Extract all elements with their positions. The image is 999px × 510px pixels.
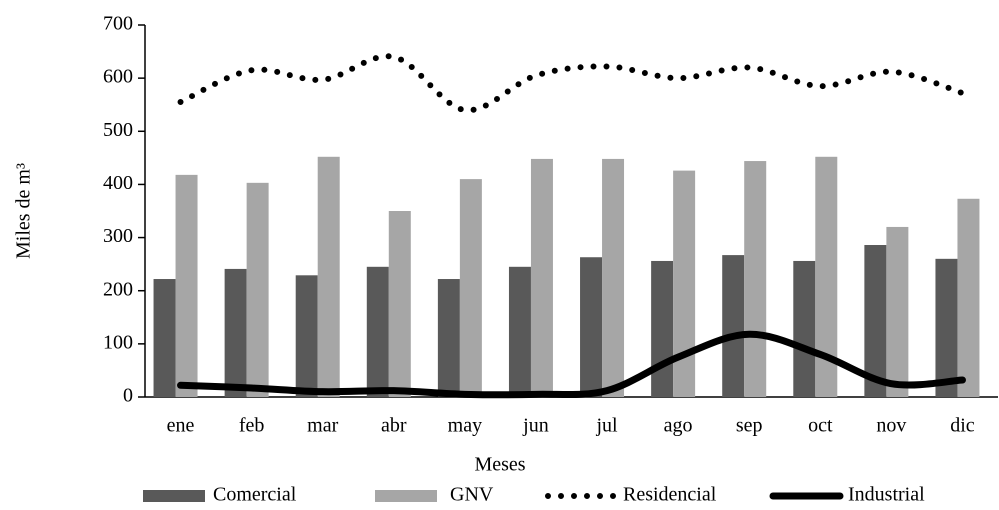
x-tick-label: jul bbox=[595, 415, 618, 437]
y-axis-title: Miles de m³ bbox=[13, 163, 35, 259]
y-tick-label: 0 bbox=[123, 385, 133, 407]
x-tick-label: dic bbox=[950, 415, 975, 437]
y-tick-label: 600 bbox=[103, 66, 133, 88]
bar bbox=[602, 158, 625, 397]
bar bbox=[864, 245, 887, 397]
bar bbox=[246, 182, 269, 397]
x-tick-label: jun bbox=[522, 415, 549, 437]
bar bbox=[224, 268, 247, 397]
legend-swatch bbox=[143, 490, 205, 502]
x-tick-label: feb bbox=[239, 415, 265, 437]
bar bbox=[530, 158, 553, 397]
bar bbox=[935, 258, 958, 397]
y-tick-label: 500 bbox=[103, 119, 133, 141]
legend-label: GNV bbox=[450, 484, 494, 506]
bar bbox=[580, 257, 603, 397]
x-tick-label: sep bbox=[736, 415, 763, 437]
bar bbox=[744, 161, 767, 397]
bar bbox=[508, 266, 531, 397]
x-tick-label: oct bbox=[808, 415, 833, 437]
legend-swatch bbox=[375, 490, 437, 502]
bar bbox=[793, 260, 816, 397]
x-tick-label: may bbox=[448, 415, 482, 437]
line bbox=[177, 330, 966, 399]
legend-label: Residencial bbox=[623, 484, 717, 506]
bar bbox=[317, 156, 340, 397]
bar bbox=[673, 170, 696, 397]
x-tick-label: ago bbox=[664, 415, 693, 437]
line bbox=[177, 53, 966, 114]
bar bbox=[957, 198, 980, 397]
x-axis-title: Meses bbox=[474, 454, 525, 476]
legend-label: Comercial bbox=[213, 484, 297, 506]
bar bbox=[886, 226, 909, 397]
x-tick-label: mar bbox=[307, 415, 338, 437]
bar bbox=[815, 156, 838, 397]
x-tick-label: abr bbox=[381, 415, 407, 437]
y-tick-label: 400 bbox=[103, 172, 133, 194]
x-tick-label: nov bbox=[876, 415, 906, 437]
bar bbox=[175, 174, 198, 397]
bar bbox=[295, 275, 318, 397]
x-tick-label: ene bbox=[167, 415, 195, 437]
bar bbox=[651, 260, 674, 397]
bar bbox=[437, 279, 460, 397]
legend-label: Industrial bbox=[848, 484, 925, 506]
bar bbox=[366, 266, 389, 397]
bar bbox=[153, 279, 176, 397]
y-tick-label: 100 bbox=[103, 331, 133, 353]
bar bbox=[388, 211, 411, 397]
bar bbox=[459, 179, 482, 397]
y-tick-label: 300 bbox=[103, 225, 133, 247]
y-tick-label: 200 bbox=[103, 278, 133, 300]
bar bbox=[722, 255, 745, 397]
y-tick-label: 700 bbox=[103, 13, 133, 35]
